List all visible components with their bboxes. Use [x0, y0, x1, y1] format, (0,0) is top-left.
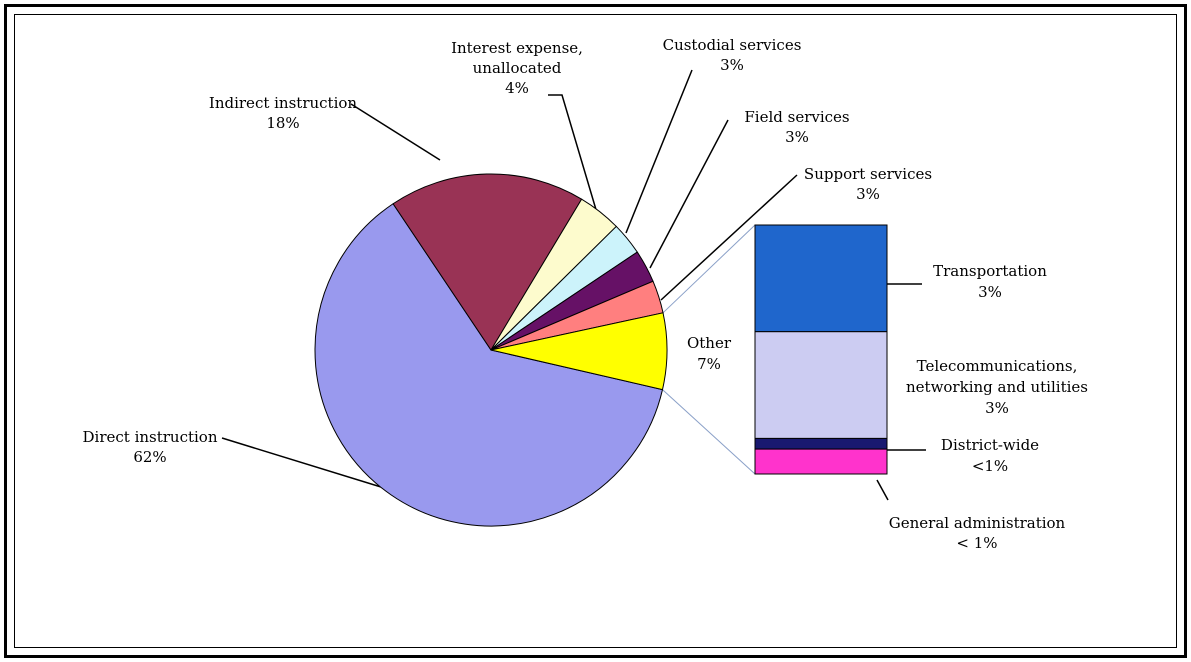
pie-slices — [314, 173, 668, 527]
slice-leader-field-services — [649, 119, 729, 269]
slice-label-custodial-services: Custodial services — [663, 36, 802, 54]
slice-percent-interest-expense-unallocated: 4% — [505, 79, 529, 97]
bar-segment-district-wide — [754, 437, 888, 450]
slice-percent-custodial-services: 3% — [720, 56, 744, 74]
bar-percent-general-administration: < 1% — [956, 534, 997, 552]
slice-percent-indirect-instruction: 18% — [266, 114, 299, 132]
bar-label-telecommunications-networking-and-utilities-line-2: networking and utilities — [906, 378, 1088, 396]
bar-label-district-wide: District-wide — [941, 436, 1039, 454]
slice-label-interest-expense-unallocated-line-2: unallocated — [473, 59, 562, 77]
slice-leader-direct-instruction — [221, 437, 382, 488]
bar-percent-telecommunications-networking-and-utilities: 3% — [985, 399, 1009, 417]
slice-leader-support-services — [660, 174, 798, 301]
slice-label-other: Other — [687, 334, 732, 352]
slice-percent-support-services: 3% — [856, 185, 880, 203]
chart-frame-outer — [4, 4, 1187, 658]
slice-percent-other: 7% — [697, 355, 721, 373]
bar-percent-transportation: 3% — [978, 283, 1002, 301]
slice-label-direct-instruction: Direct instruction — [83, 428, 218, 446]
slice-percent-direct-instruction: 62% — [133, 448, 166, 466]
bar-label-telecommunications-networking-and-utilities-line-1: Telecommunications, — [917, 357, 1078, 375]
slice-leader-custodial-services — [625, 69, 693, 234]
slice-label-indirect-instruction: Indirect instruction — [209, 94, 358, 112]
pie-slice-other — [490, 312, 668, 391]
slice-percent-field-services: 3% — [785, 128, 809, 146]
bar-label-general-administration: General administration — [889, 514, 1066, 532]
slice-label-field-services: Field services — [744, 108, 849, 126]
bar-percent-district-wide: <1% — [972, 457, 1008, 475]
leader-lines — [221, 69, 926, 501]
connector-line-bottom — [662, 389, 756, 475]
slice-label-interest-expense-unallocated-line-1: Interest expense, — [451, 39, 583, 57]
bar-segment-transportation — [754, 224, 888, 333]
bar-segment-general-administration — [754, 448, 888, 475]
connector-line-top — [662, 224, 756, 314]
slice-leader-indirect-instruction — [350, 103, 441, 161]
pie-slice-direct-instruction — [314, 203, 664, 527]
slice-label-support-services: Support services — [804, 165, 932, 183]
slice-leader-interest-expense-unallocated — [548, 94, 598, 214]
bar-segment-telecommunications-networking-and-utilities — [754, 331, 888, 439]
pie-slice-indirect-instruction — [392, 173, 583, 351]
slice-labels: Direct instruction 62% Indirect instructio… — [83, 36, 1088, 552]
bar-leader-general-administration — [876, 479, 889, 501]
other-breakdown-bar — [754, 224, 888, 475]
bar-label-transportation: Transportation — [933, 262, 1047, 280]
